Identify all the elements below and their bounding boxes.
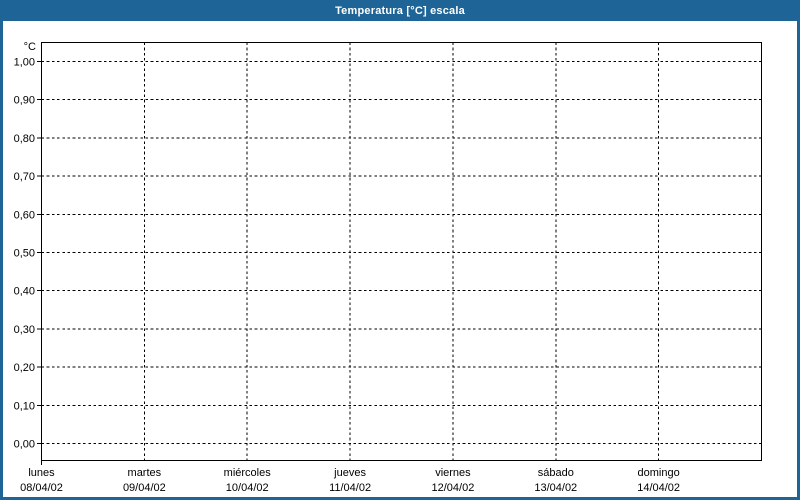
date-label: 13/04/02 xyxy=(534,482,577,494)
title-bar: Temperatura [°C] escala xyxy=(0,0,800,21)
y-tick-label: 0,10 xyxy=(14,400,35,412)
date-label: 09/04/02 xyxy=(123,482,166,494)
day-label: jueves xyxy=(333,467,366,479)
date-label: 08/04/02 xyxy=(20,482,63,494)
window-border-bottom xyxy=(0,497,800,500)
day-label: lunes xyxy=(28,467,55,479)
day-label: martes xyxy=(128,467,162,479)
y-tick-label: 1,00 xyxy=(14,57,35,69)
date-label: 10/04/02 xyxy=(226,482,269,494)
y-tick-label: 0,30 xyxy=(14,324,35,336)
y-tick-label: 0,20 xyxy=(14,362,35,374)
day-label: sábado xyxy=(538,467,574,479)
plot-border xyxy=(41,42,762,461)
chart-title: Temperatura [°C] escala xyxy=(335,4,465,17)
date-label: 11/04/02 xyxy=(329,482,371,494)
date-label: 14/04/02 xyxy=(637,482,680,494)
y-tick-label: 0,40 xyxy=(14,286,35,298)
y-tick-label: 0,00 xyxy=(14,439,35,451)
y-axis-unit-label: °C xyxy=(24,41,36,53)
y-tick-label: 0,60 xyxy=(14,209,35,221)
window-border-left xyxy=(0,21,3,500)
day-label: miércoles xyxy=(224,467,272,479)
date-label: 12/04/02 xyxy=(432,482,475,494)
day-label: viernes xyxy=(435,467,471,479)
y-tick-label: 0,50 xyxy=(14,248,35,260)
y-tick-label: 0,90 xyxy=(14,95,35,107)
y-tick-label: 0,80 xyxy=(14,133,35,145)
window-border-right xyxy=(797,21,800,500)
y-tick-label: 0,70 xyxy=(14,171,35,183)
day-label: domingo xyxy=(638,467,680,479)
